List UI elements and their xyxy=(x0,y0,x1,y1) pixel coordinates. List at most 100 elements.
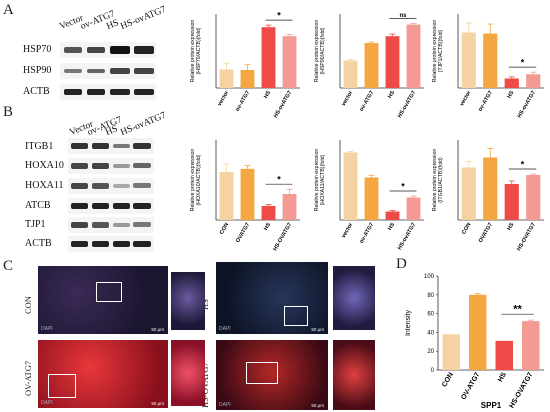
bar xyxy=(495,340,513,370)
blot-strip-hoxa10 xyxy=(68,158,154,174)
x-tick-label: HS xyxy=(506,90,515,100)
blot-row-label: HOXA11 xyxy=(25,180,64,191)
bar xyxy=(522,321,540,370)
bar xyxy=(240,70,255,88)
x-tick-label: OV-ATG7 xyxy=(460,371,481,401)
y-axis-label: Intensity xyxy=(405,309,412,336)
bar xyxy=(483,157,498,220)
dapi-label: DAPI xyxy=(41,400,53,406)
bar xyxy=(385,211,400,220)
x-tick-label: vector xyxy=(459,89,473,107)
blot-strip-atcb xyxy=(68,198,154,214)
bar xyxy=(442,334,460,370)
y-tick-label: 20 xyxy=(427,349,434,355)
x-tick-label: OVATG7 xyxy=(478,222,494,244)
y-axis-label: Relative protein expression(HSP70/ACTB)(… xyxy=(190,20,202,83)
panel-letter-a: A xyxy=(3,2,14,18)
bar xyxy=(385,36,400,88)
x-tick-label: HS xyxy=(263,90,272,100)
x-tick-label: HS xyxy=(497,371,508,383)
x-tick-label: ov-ATG7 xyxy=(359,222,375,244)
y-tick-label: 0 xyxy=(431,368,435,374)
bar-chart-itgb1: Relative protein expression(ITGB1/ACTB)(… xyxy=(432,140,544,252)
blot-strip-actb-a xyxy=(60,84,156,100)
x-tick-label: vector xyxy=(341,89,355,107)
blot-strip-hsp90 xyxy=(60,63,156,79)
x-tick-label: HS-ovATG7 xyxy=(397,222,417,251)
dapi-label: DAPI xyxy=(41,326,53,332)
blot-row-label: HSP90 xyxy=(23,65,52,76)
bar xyxy=(461,167,476,220)
lane-label: ov-ATG7 xyxy=(86,115,124,138)
micro-inset-ov xyxy=(171,340,205,406)
bar xyxy=(504,184,519,220)
bar xyxy=(240,168,255,220)
y-tick-label: 40 xyxy=(427,330,434,336)
lane-label: HS-ovATG7 xyxy=(119,4,168,33)
significance-marker: * xyxy=(277,11,281,21)
micro-inset-hs xyxy=(333,266,375,330)
dapi-label: DAPI xyxy=(219,326,231,332)
bar xyxy=(504,78,519,88)
significance-marker: * xyxy=(521,160,525,170)
x-tick-label: HS-OVATG7 xyxy=(516,222,537,252)
blot-row-label: HOXA10 xyxy=(25,160,64,171)
x-tick-label: HS xyxy=(387,222,396,232)
x-tick-label: ov-ATG7 xyxy=(235,90,251,112)
bar xyxy=(282,36,297,88)
x-tick-label: vector xyxy=(217,89,231,107)
x-tick-label: vector xyxy=(341,221,355,239)
lane-label: HS-ovATG7 xyxy=(119,110,168,138)
y-axis-label: Relative protein expression(TJP1/ACTB)(f… xyxy=(432,20,444,83)
micro-image-hsov: DAPI 50 μm xyxy=(216,340,328,410)
y-axis-label: Relative protein expression(ITGB1/ACTB)(… xyxy=(432,149,444,212)
x-tick-label: HS xyxy=(506,222,515,232)
scale-bar: 50 μm xyxy=(151,327,164,332)
y-axis-label: Relative protein expression(HOXA10/ACTB)… xyxy=(190,149,202,212)
scale-bar: 50 μm xyxy=(151,401,164,406)
blot-strip-tjp1 xyxy=(68,217,154,233)
micro-image-hs: DAPI 50 μm xyxy=(216,262,328,334)
bar-chart-hoxa10: Relative protein expression(HOXA10/ACTB)… xyxy=(190,140,300,252)
significance-marker: * xyxy=(521,58,525,68)
blot-row-label: ACTB xyxy=(23,86,50,97)
blot-row-label: ITGB1 xyxy=(25,141,54,152)
x-tick-label: ov-ATG7 xyxy=(359,90,375,112)
blot-row-label: TJP1 xyxy=(25,219,46,230)
bar xyxy=(261,27,276,88)
scale-bar: 50 μm xyxy=(311,403,324,408)
significance-marker: * xyxy=(401,182,405,192)
x-tick-label: CON xyxy=(219,222,230,236)
scale-bar: 50 μm xyxy=(311,327,324,332)
significance-marker: * xyxy=(277,175,281,185)
x-tick-label: HS-ovATG7 xyxy=(517,90,537,119)
bar xyxy=(406,197,421,220)
bar-chart-spp1: Intensity 0 20 40 60 80 100 CON OV-ATG7 HS HS-OVAT… xyxy=(405,274,544,410)
x-tick-label: HS xyxy=(263,222,272,232)
micro-inset-hsov xyxy=(333,340,375,410)
x-tick-label: CON xyxy=(441,372,455,389)
micro-label-ov: OV-ATG7 xyxy=(23,360,33,396)
panel-letter-c: C xyxy=(3,258,14,274)
bar xyxy=(469,294,487,370)
y-axis-label: Relative protein expression(HOXA11/ACTB)… xyxy=(314,149,326,212)
bar xyxy=(483,33,498,88)
bar xyxy=(526,175,541,220)
blot-strip-hsp70 xyxy=(60,42,156,58)
micro-inset-con xyxy=(171,272,205,330)
bar xyxy=(219,69,234,88)
blot-strip-hoxa11 xyxy=(68,178,154,194)
bar xyxy=(343,152,358,220)
bar xyxy=(461,32,476,88)
bar-chart-hsp90: Relative protein expression(HSP90/ACTB)(… xyxy=(314,13,424,119)
x-tick-label: HS-ovATG7 xyxy=(397,90,417,119)
blot-row-label: HSP70 xyxy=(23,44,52,55)
micro-image-ov: DAPI 50 μm xyxy=(38,340,168,408)
x-tick-label: HS-OVATG7 xyxy=(272,222,293,252)
bar xyxy=(526,74,541,88)
x-tick-label: OVATG7 xyxy=(235,222,251,244)
y-axis-label: Relative protein expression(HSP90/ACTB)(… xyxy=(314,20,326,83)
bar-chart-hsp70: Relative protein expression(HSP70/ACTB)(… xyxy=(190,11,300,119)
dapi-label: DAPI xyxy=(219,402,231,408)
panel-letter-d: D xyxy=(396,256,407,272)
